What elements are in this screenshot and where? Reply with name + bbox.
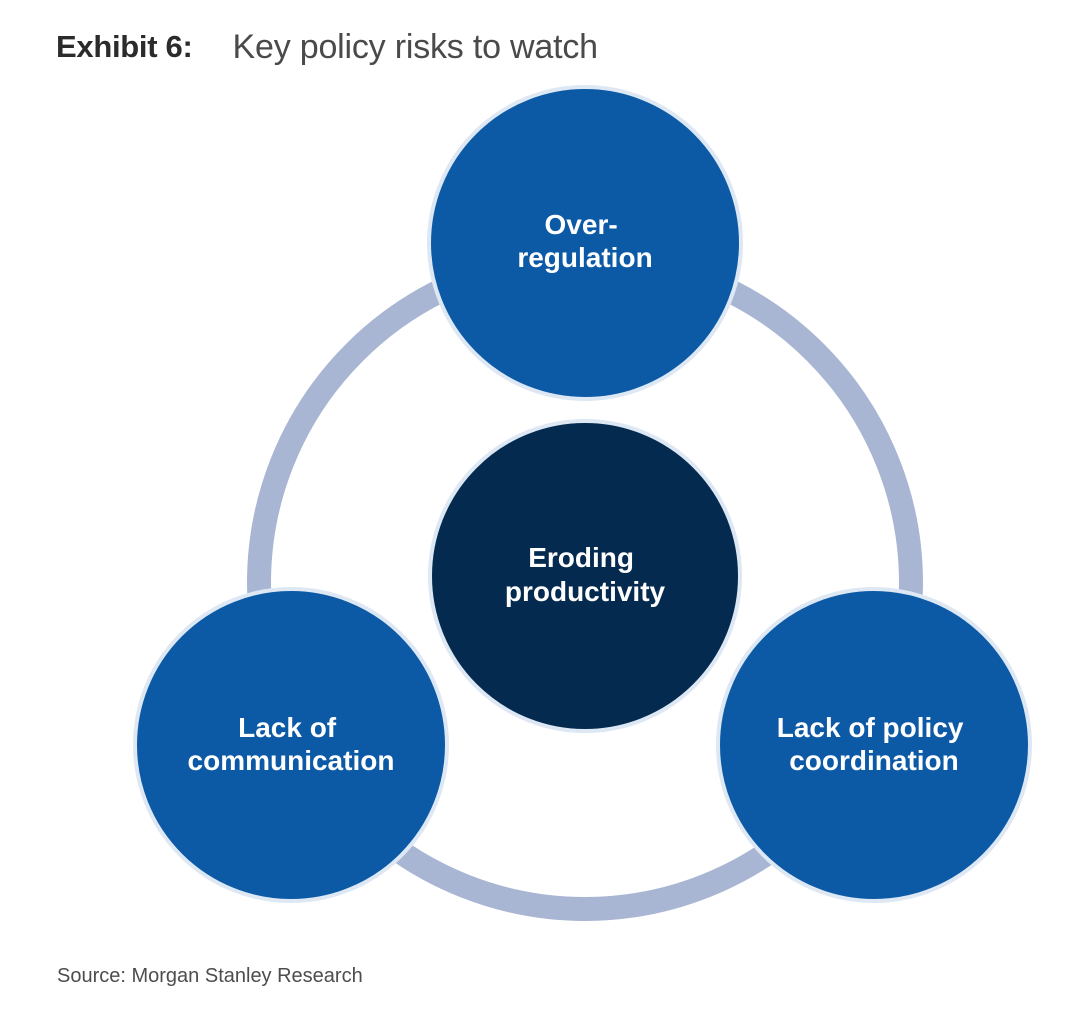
node-label: Lack of policy coordination	[777, 712, 972, 776]
center-label-line-1: Eroding	[528, 542, 634, 573]
node-circle	[427, 85, 743, 401]
node-circle	[133, 587, 449, 903]
node-label-line-1: Over-	[545, 209, 618, 240]
source-note: Source: Morgan Stanley Research	[57, 965, 363, 987]
node-label-line-1: Lack of policy	[777, 712, 964, 743]
node-circle	[716, 587, 1032, 903]
exhibit-header: Exhibit 6: Key policy risks to watch	[56, 22, 598, 72]
node-over-regulation: Over- regulation	[427, 85, 743, 401]
exhibit-title: Key policy risks to watch	[232, 27, 599, 66]
node-label-line-1: Lack of	[238, 712, 337, 743]
node-label: Lack of communication	[188, 712, 395, 776]
node-label-line-2: communication	[188, 745, 395, 776]
center-label: Eroding productivity	[505, 542, 666, 607]
center-circle	[428, 419, 742, 733]
node-label: Over- regulation	[517, 209, 652, 273]
center-label-line-2: productivity	[505, 576, 666, 607]
node-lack-of-policy-coordination: Lack of policy coordination	[716, 587, 1032, 903]
node-label-line-2: coordination	[789, 745, 959, 776]
node-label-line-2: regulation	[517, 242, 652, 273]
center-node: Eroding productivity	[428, 419, 742, 733]
node-lack-of-communication: Lack of communication	[133, 587, 449, 903]
exhibit-label: Exhibit 6:	[56, 29, 193, 64]
